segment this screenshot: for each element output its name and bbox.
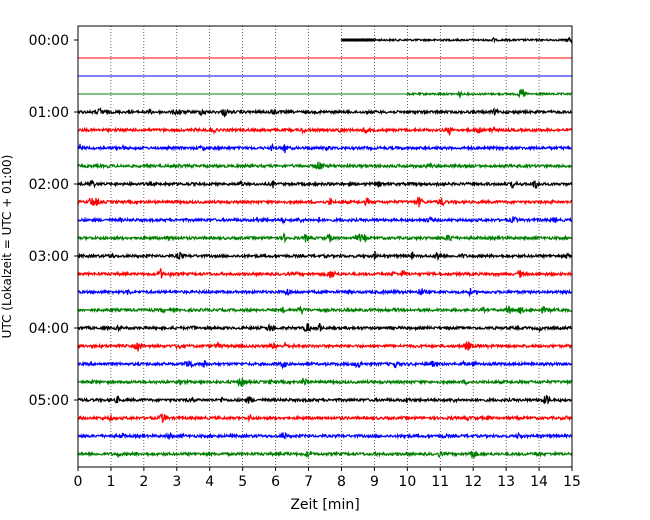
x-tick-label: 15 xyxy=(563,474,581,490)
trace-row-0430 xyxy=(77,359,573,370)
trace-row-0300 xyxy=(77,250,573,262)
trace-waveform xyxy=(340,36,573,44)
trace-waveform xyxy=(77,431,573,440)
trace-row-0530 xyxy=(77,431,573,440)
trace-row-0115 xyxy=(77,125,573,136)
x-tick-label: 4 xyxy=(205,474,214,490)
trace-waveform xyxy=(77,395,573,405)
x-tick-label: 14 xyxy=(530,474,548,490)
x-tick-label: 12 xyxy=(464,474,482,490)
trace-waveform xyxy=(77,142,573,154)
trace-row-0315 xyxy=(77,267,573,279)
trace-waveform xyxy=(77,287,573,298)
trace-row-0200 xyxy=(77,179,573,189)
trace-row-0500 xyxy=(77,395,573,405)
y-tick-label: 05:00 xyxy=(29,393,69,409)
trace-row-0145 xyxy=(77,161,573,170)
trace-waveform xyxy=(77,195,573,208)
trace-row-0400 xyxy=(77,322,573,333)
trace-waveform xyxy=(77,215,573,225)
trace-row-0100 xyxy=(77,107,573,118)
trace-row-0230 xyxy=(77,215,573,225)
trace-waveform xyxy=(77,125,573,136)
y-tick-label: 01:00 xyxy=(29,105,69,121)
trace-waveform xyxy=(77,250,573,262)
x-tick-label: 9 xyxy=(370,474,379,490)
x-tick-label: 1 xyxy=(106,474,115,490)
trace-layer xyxy=(77,36,573,459)
trace-waveform xyxy=(406,88,572,100)
x-axis-label: Zeit [min] xyxy=(290,497,359,513)
trace-waveform xyxy=(77,179,573,189)
trace-waveform xyxy=(77,107,573,118)
trace-waveform xyxy=(77,267,573,279)
x-tick-label: 5 xyxy=(238,474,247,490)
trace-row-0330 xyxy=(77,287,573,298)
y-axis-ticks: 00:00 01:00 02:00 03:00 04:00 05:00 xyxy=(29,33,78,409)
y-tick-label: 00:00 xyxy=(29,33,69,49)
trace-row-0515 xyxy=(77,413,573,423)
trace-row-0000 xyxy=(340,36,573,44)
trace-waveform xyxy=(77,413,573,423)
y-tick-label: 04:00 xyxy=(29,321,69,337)
y-axis-label: UTC (Lokalzeit = UTC + 01:00) xyxy=(0,155,14,339)
x-tick-label: 13 xyxy=(497,474,515,490)
trace-row-0545 xyxy=(77,450,573,459)
trace-waveform xyxy=(77,377,573,388)
y-tick-label: 02:00 xyxy=(29,177,69,193)
x-axis-ticks: 0 1 2 3 4 5 6 7 8 9 10 11 12 13 14 15 xyxy=(74,467,581,490)
trace-waveform xyxy=(77,161,573,170)
plot-frame xyxy=(77,25,573,468)
x-tick-label: 7 xyxy=(304,474,313,490)
x-tick-label: 0 xyxy=(74,474,83,490)
trace-waveform xyxy=(77,340,573,352)
x-tick-label: 10 xyxy=(398,474,416,490)
x-tick-label: 2 xyxy=(139,474,148,490)
trace-row-0445 xyxy=(77,377,573,388)
x-tick-label: 3 xyxy=(172,474,181,490)
x-tick-label: 8 xyxy=(337,474,346,490)
x-tick-label: 6 xyxy=(271,474,280,490)
y-tick-label: 03:00 xyxy=(29,249,69,265)
trace-row-0415 xyxy=(77,340,573,352)
trace-waveform xyxy=(77,359,573,370)
trace-waveform xyxy=(77,450,573,459)
trace-row-0345 xyxy=(77,305,573,315)
trace-waveform xyxy=(77,232,573,244)
trace-row-0045 xyxy=(78,88,572,100)
trace-row-0245 xyxy=(77,232,573,244)
trace-row-0130 xyxy=(77,142,573,154)
x-tick-label: 11 xyxy=(431,474,449,490)
trace-waveform xyxy=(77,322,573,333)
trace-row-0215 xyxy=(77,195,573,208)
trace-waveform xyxy=(77,305,573,315)
